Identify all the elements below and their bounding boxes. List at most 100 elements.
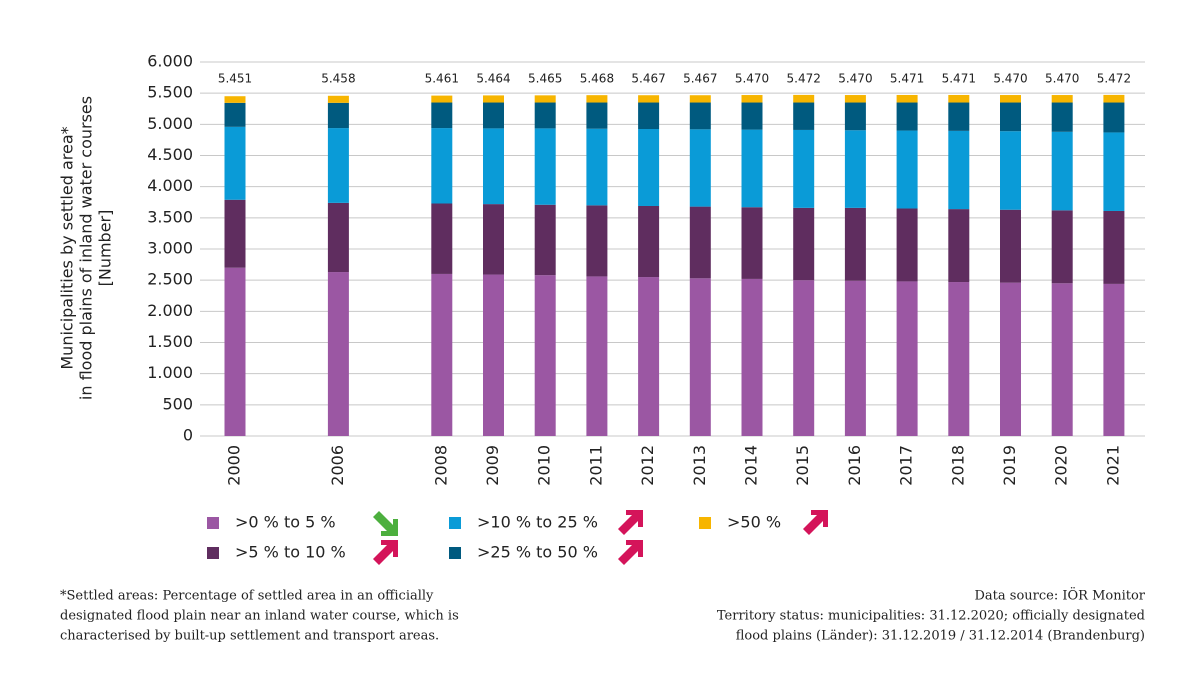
x-tick-label: 2020 [1052,445,1071,486]
bar-segment [844,102,866,131]
bar-segment [586,95,608,103]
total-label: 5.467 [631,72,665,86]
bar-segment [483,95,504,103]
x-tick-label: 2009 [483,445,502,486]
arrow-shape [803,510,828,535]
y-tick-label: 5.000 [147,114,193,133]
bar-segment [586,128,608,206]
bar-segment [793,94,815,103]
y-tick-label: 0 [183,426,193,445]
total-label: 5.472 [1097,72,1131,86]
arrow-shape [618,510,643,535]
source-note: flood plains (Länder): 31.12.2019 / 31.1… [736,629,1145,644]
y-tick-label: 4.500 [147,145,193,164]
arrow-shape [373,511,398,536]
total-label: 5.468 [580,72,614,86]
y-tick-label: 500 [162,394,193,413]
total-label: 5.470 [1045,72,1079,86]
x-tick-label: 2010 [535,445,554,486]
legend-swatch [207,547,219,559]
bar-segment [741,95,763,103]
legend-label: >5 % to 10 % [235,543,346,562]
trend-arrow [373,540,398,565]
bar-segment [1000,95,1021,103]
bar-segment [534,128,556,205]
bar-segment [638,95,660,103]
bar-segment [844,207,866,281]
bar-segment [1103,94,1125,103]
y-tick-label: 1.000 [147,363,193,382]
total-label: 5.470 [838,72,872,86]
y-tick-label: 4.000 [147,176,193,195]
legend-swatch [207,517,219,529]
source-note: Data source: IÖR Monitor [975,587,1146,604]
bar-segment [689,95,711,103]
x-tick-label: 2011 [586,445,605,486]
total-label: 5.470 [993,72,1027,86]
source-note: Territory status: municipalities: 31.12.… [717,609,1145,624]
bar-segment [327,272,349,436]
bar-segment [224,126,246,200]
y-tick-label: 6.000 [147,52,193,71]
bar-segment [793,102,815,130]
legend-swatch [449,517,461,529]
x-tick-label: 2008 [431,445,450,486]
bar-segment [534,102,556,129]
y-tick-label: 3.500 [147,207,193,226]
bar-segment [689,206,711,279]
bar-segment [327,95,349,103]
x-tick-label: 2019 [1000,445,1019,486]
bar-segment [327,128,349,203]
bar-segment [224,267,246,436]
y-axis-title: Municipalities by settled area* [58,126,77,369]
bar-segment [327,202,349,273]
x-tick-label: 2012 [638,445,657,486]
y-tick-label: 1.500 [147,332,193,351]
total-label: 5.458 [321,72,355,86]
bar-segment [793,129,815,208]
y-tick-label: 2.000 [147,301,193,320]
bar-segment [1000,282,1021,436]
legend-label: >0 % to 5 % [235,513,336,532]
bar-segment [1051,210,1073,284]
x-tick-label: 2015 [793,445,812,486]
bar-segment [741,102,763,130]
trend-arrow [803,510,828,535]
bar-segment [483,128,504,205]
bar-segment [431,95,453,103]
bar-segment [741,278,763,436]
bar-segment [948,94,970,103]
arrow-shape [618,540,643,565]
total-label: 5.470 [735,72,769,86]
bar-segment [948,282,970,436]
bar-segment [948,102,970,131]
bar-segment [534,275,556,436]
bar-segment [534,95,556,103]
bar-segment [1051,102,1073,132]
bar-segment [844,95,866,103]
bar-segment [1103,102,1125,133]
total-label: 5.467 [683,72,717,86]
x-tick-label: 2018 [948,445,967,486]
bar-segment [224,199,246,268]
bar-segment [638,205,660,278]
x-tick-label: 2021 [1103,445,1122,486]
bar-segment [948,209,970,283]
footnote: characterised by built-up settlement and… [60,629,439,644]
bar-segment [948,130,970,210]
bar-segment [1051,283,1073,436]
arrow-shape [373,540,398,565]
bar-segment [224,96,246,103]
bar-segment [638,277,660,436]
bar-segment [1000,102,1021,132]
x-tick-label: 2014 [742,445,761,486]
bar-segment [896,102,918,131]
legend-label: >50 % [727,513,781,532]
trend-arrow [618,510,643,535]
footnote: designated flood plain near an inland wa… [60,609,459,624]
bar-segment [896,94,918,103]
x-tick-label: 2000 [225,445,244,486]
bar-segment [1000,131,1021,210]
legend-label: >25 % to 50 % [477,543,598,562]
